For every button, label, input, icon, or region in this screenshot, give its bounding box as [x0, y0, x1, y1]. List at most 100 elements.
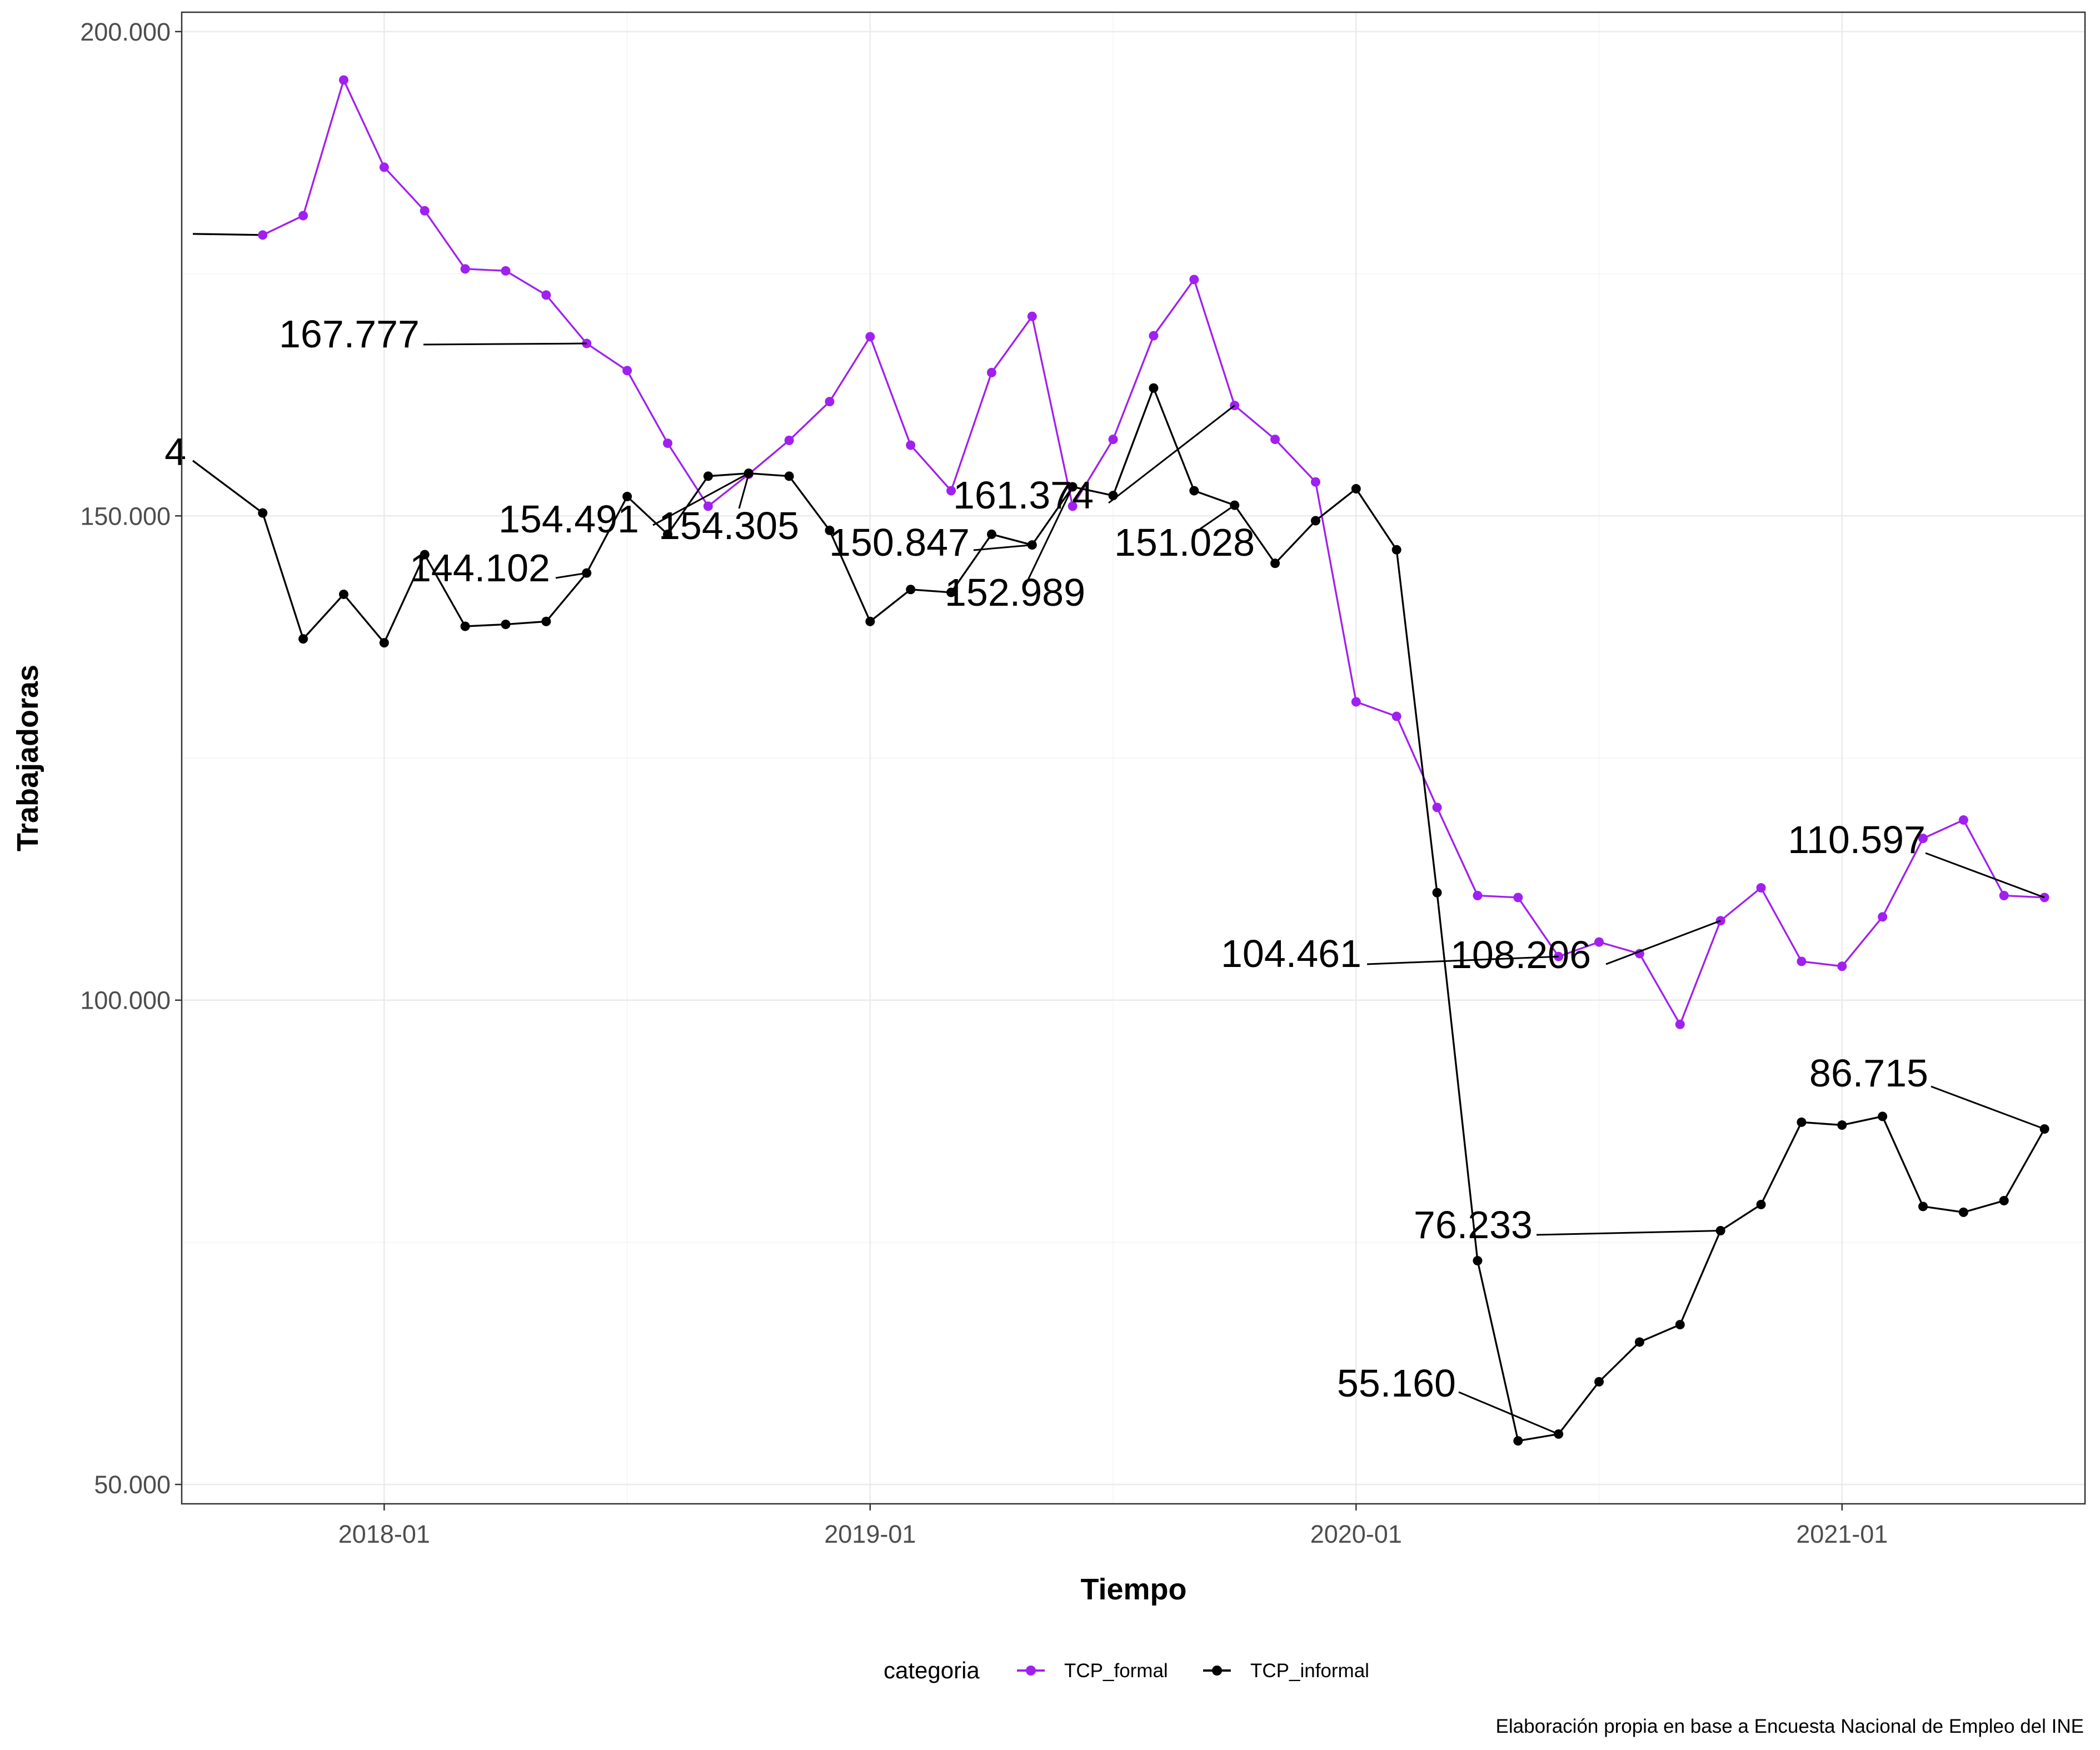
- grid-major: [182, 12, 2085, 1504]
- annotation-leader: [423, 342, 587, 346]
- data-point-formal: [1918, 834, 1928, 844]
- y-tick-label: 200.000: [80, 18, 171, 46]
- annotation-label: 151.028: [1114, 521, 1255, 564]
- data-point-informal: [865, 616, 875, 626]
- data-point-formal: [298, 211, 308, 221]
- data-point-formal: [986, 367, 996, 377]
- legend-title: categoria: [884, 1657, 980, 1683]
- panel-border: [181, 11, 2086, 1505]
- data-point-formal: [1391, 711, 1401, 721]
- data-point-formal: [1351, 697, 1361, 707]
- data-point-informal: [1634, 1337, 1644, 1347]
- legend-label-informal: TCP_informal: [1250, 1660, 1369, 1682]
- data-point-informal: [338, 589, 348, 599]
- series-layer: 4: [164, 75, 2049, 1446]
- data-point-formal: [501, 266, 511, 276]
- x-tick-label: 2021-01: [1796, 1520, 1888, 1548]
- annotation-leader: [652, 472, 749, 526]
- annotation-label: 86.715: [1809, 1051, 1928, 1095]
- y-axis-title: Trabajadoras: [11, 665, 44, 851]
- data-point-informal: [460, 621, 470, 631]
- data-point-informal: [258, 508, 268, 518]
- data-point-formal: [946, 486, 956, 496]
- x-tick-label: 2019-01: [824, 1520, 916, 1548]
- data-point-informal: [703, 471, 713, 481]
- annotation-label: 167.777: [279, 312, 420, 356]
- data-point-formal: [906, 440, 916, 450]
- annotation-label: 144.102: [410, 546, 550, 590]
- data-point-informal: [1310, 516, 1320, 526]
- data-point-formal: [1108, 435, 1118, 445]
- data-point-informal: [986, 529, 996, 539]
- annotation-leader: [973, 544, 1032, 551]
- data-point-formal: [1837, 961, 1847, 971]
- data-point-informal: [1999, 1195, 2009, 1205]
- annotation-leader: [1108, 405, 1235, 504]
- annotation-leader: [738, 473, 750, 509]
- data-point-informal: [1473, 1256, 1483, 1266]
- data-point-informal: [541, 616, 551, 626]
- data-point-formal: [1473, 890, 1483, 900]
- annotation-label: 154.305: [659, 504, 799, 547]
- data-point-informal: [1149, 383, 1159, 393]
- data-point-formal: [1999, 890, 2009, 900]
- data-point-informal: [1675, 1320, 1685, 1330]
- data-point-formal: [703, 501, 713, 511]
- annotation-label: 104.461: [1221, 932, 1361, 975]
- annotation-label: 108.206: [1450, 933, 1591, 976]
- data-point-formal: [1189, 275, 1199, 285]
- data-point-informal: [1594, 1377, 1604, 1387]
- annotation-leader: [1931, 1085, 2045, 1130]
- data-point-informal: [1918, 1201, 1928, 1211]
- annotation-label: 150.847: [829, 521, 970, 564]
- annotation-label: 55.160: [1337, 1362, 1456, 1405]
- data-point-informal: [1837, 1120, 1847, 1130]
- annotation-label: 154.491: [498, 497, 639, 541]
- data-point-formal: [662, 438, 672, 448]
- data-point-informal: [1513, 1436, 1523, 1446]
- annotation-leader: [555, 572, 587, 579]
- data-point-informal: [946, 587, 956, 597]
- data-point-informal: [379, 638, 389, 648]
- annotation-leader: [1458, 1391, 1559, 1435]
- data-point-formal: [1958, 815, 1968, 825]
- data-point-formal: [379, 162, 389, 172]
- data-point-formal: [420, 206, 430, 216]
- data-point-informal: [622, 491, 632, 501]
- y-axis: 50.000 100.000 150.000 200.000: [80, 18, 182, 1499]
- data-point-informal: [420, 550, 430, 560]
- data-point-informal: [784, 471, 794, 481]
- legend: categoria TCP_formal TCP_informal: [884, 1657, 1369, 1683]
- data-point-informal: [1391, 545, 1401, 555]
- annotation-leader: [1605, 920, 1721, 965]
- data-point-formal: [1878, 912, 1888, 922]
- data-point-formal: [622, 366, 632, 376]
- y-tick-label: 150.000: [80, 502, 171, 530]
- x-tick-label: 2020-01: [1310, 1520, 1402, 1548]
- annotation-leader: [1925, 852, 2045, 899]
- data-point-formal: [1270, 435, 1280, 445]
- data-point-formal: [258, 230, 268, 240]
- data-point-formal: [1513, 893, 1523, 903]
- data-point-informal: [1270, 559, 1280, 569]
- data-point-formal: [1027, 311, 1037, 321]
- y-tick-label: 50.000: [94, 1470, 171, 1499]
- annotation-label: 110.597: [1788, 818, 1926, 861]
- data-point-informal: [501, 619, 511, 629]
- data-point-formal: [1675, 1019, 1685, 1029]
- x-axis-title: Tiempo: [1080, 1573, 1186, 1606]
- data-point-informal: [1756, 1199, 1766, 1209]
- annotation-fragment: 4: [164, 430, 186, 473]
- data-point-formal: [1068, 501, 1078, 511]
- data-point-formal: [1432, 802, 1442, 812]
- data-point-informal: [1351, 483, 1361, 493]
- data-point-formal: [541, 290, 551, 300]
- caption: Elaboración propia en base a Encuesta Na…: [1496, 1716, 2084, 1737]
- data-point-formal: [460, 264, 470, 274]
- annotation-leader: [1022, 486, 1074, 590]
- data-point-informal: [1189, 486, 1199, 496]
- data-point-formal: [1797, 956, 1807, 966]
- data-point-informal: [1432, 888, 1442, 898]
